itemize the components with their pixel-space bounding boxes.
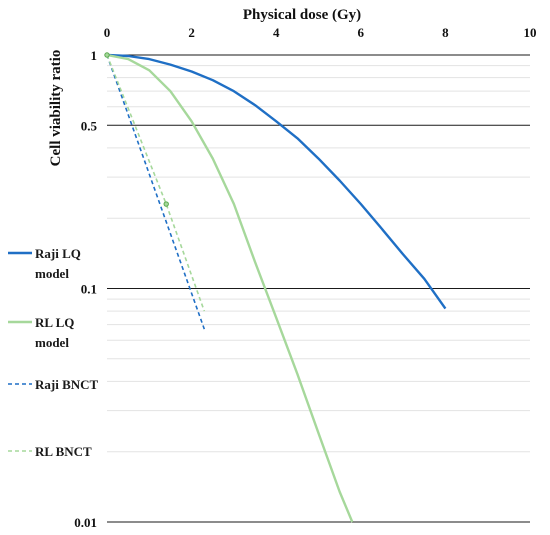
x-axis-title: Physical dose (Gy) <box>243 7 361 23</box>
legend-label: Raji BNCT <box>35 377 99 392</box>
legend-label: RL LQ model <box>35 315 74 350</box>
gridlines <box>107 54 530 523</box>
x-tick-label: 4 <box>273 25 280 40</box>
x-tick-label: 8 <box>442 25 449 40</box>
y-tick-labels: 1 0.5 0.1 0.01 <box>74 48 97 530</box>
data-point <box>104 52 110 58</box>
legend-label: Raji LQ model <box>35 246 81 281</box>
series-line-rl-bnct <box>106 54 206 312</box>
series-line-raji-lq-model <box>106 53 447 310</box>
legend-item: RL BNCT <box>8 444 92 459</box>
data-point <box>163 201 169 207</box>
x-tick-label: 10 <box>524 25 537 40</box>
series-line-raji-bnct <box>106 54 206 330</box>
legend-item: RL LQ model <box>8 315 74 350</box>
y-tick-label: 0.1 <box>81 282 97 297</box>
y-tick-label: 0.01 <box>74 515 97 530</box>
legend-item: Raji BNCT <box>8 377 99 392</box>
legend-label: RL BNCT <box>35 444 92 459</box>
series-line-rl-lq-model <box>106 53 354 523</box>
y-tick-label: 1 <box>91 48 98 63</box>
x-tick-label: 6 <box>358 25 365 40</box>
series-markers <box>104 52 169 207</box>
x-tick-label: 2 <box>188 25 195 40</box>
legend: Raji LQ model RL LQ model Raji BNCT RL BNCT <box>8 246 99 459</box>
series-lines <box>106 53 447 523</box>
y-axis-title: Cell viability ratio <box>48 50 64 167</box>
y-tick-label: 0.5 <box>81 118 98 133</box>
legend-item: Raji LQ model <box>8 246 81 281</box>
x-tick-labels: 0 2 4 6 8 10 <box>104 25 537 40</box>
x-tick-label: 0 <box>104 25 111 40</box>
